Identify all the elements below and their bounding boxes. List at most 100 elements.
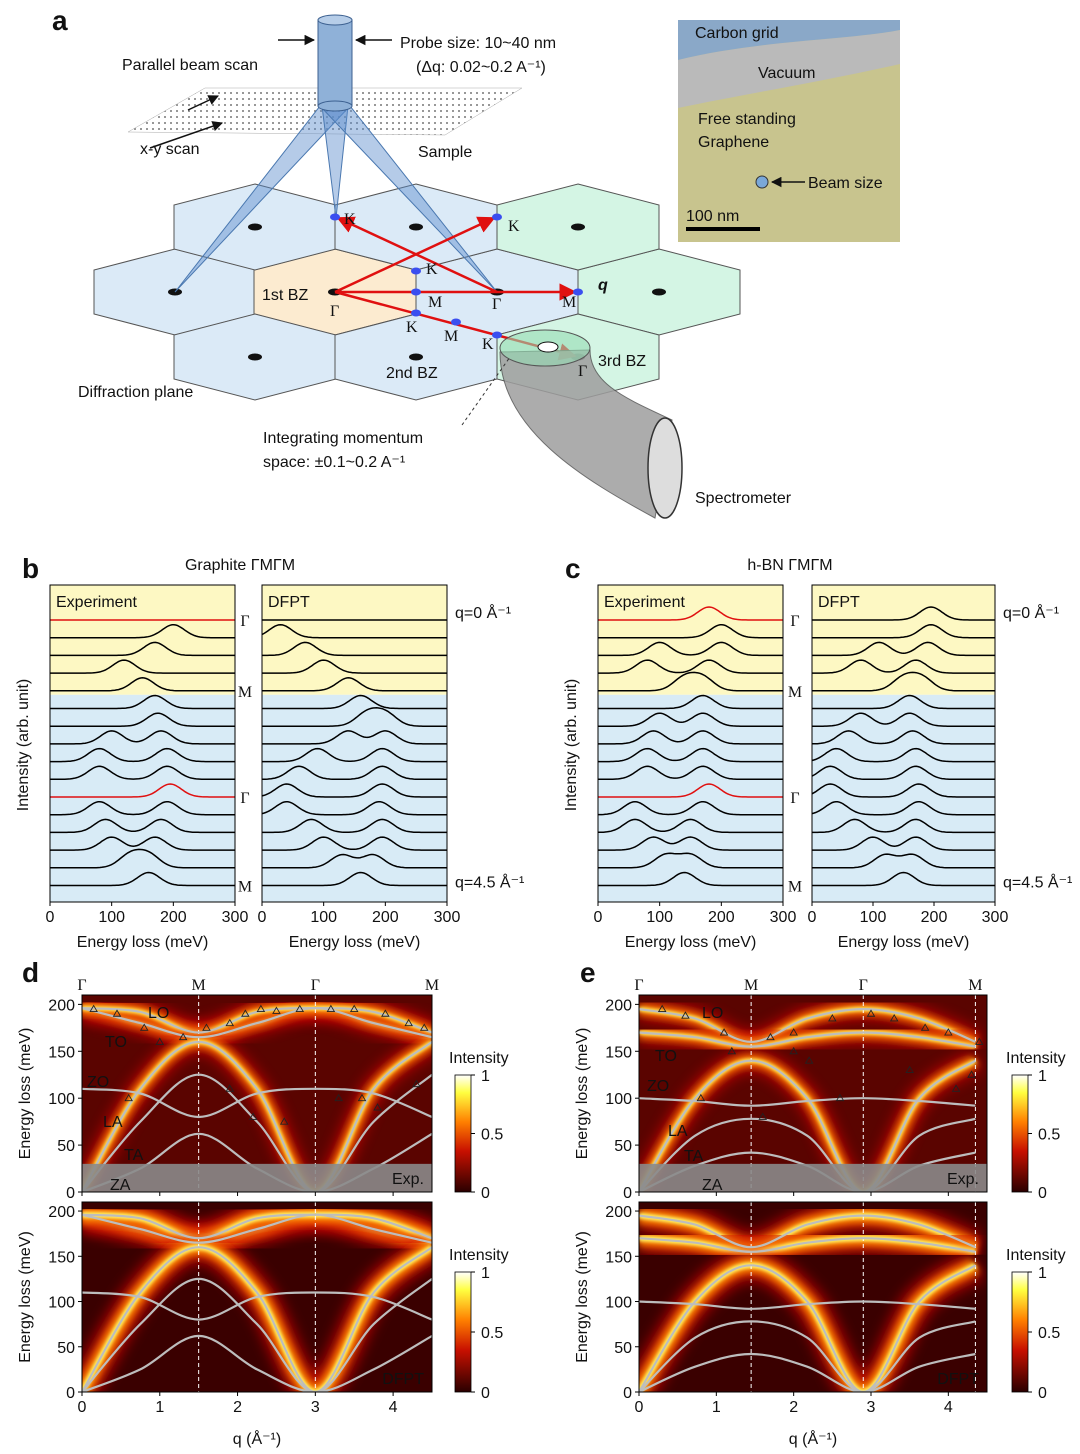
y-tick-label: 0 bbox=[623, 1385, 632, 1402]
colorbar-tick-label: 1 bbox=[481, 1068, 490, 1085]
y-axis-label: Intensity (arb. unit) bbox=[15, 679, 32, 812]
figure: a Probe size: 10~40 nm (Δq: 0.02~0.2 A⁻¹… bbox=[0, 0, 1080, 1454]
x-axis-label: Energy loss (meV) bbox=[625, 934, 757, 951]
zone-label: 2nd BZ bbox=[386, 365, 438, 382]
subplot-tag: DFPT bbox=[382, 1371, 424, 1388]
plane-label: Diffraction plane bbox=[78, 384, 193, 401]
side-label: Γ bbox=[790, 790, 799, 807]
colorbar-tick-label: 0.5 bbox=[481, 1127, 503, 1144]
gamma-point bbox=[248, 354, 262, 361]
point-label: M bbox=[562, 294, 576, 311]
chart-title: h-BN ΓMΓM bbox=[747, 557, 832, 574]
y-tick-label: 150 bbox=[48, 1249, 75, 1266]
y-tick-label: 50 bbox=[57, 1340, 75, 1357]
x-tick-label: 300 bbox=[982, 909, 1009, 926]
colorbar-tick-label: 0 bbox=[1038, 1385, 1047, 1402]
subplot-tag: Exp. bbox=[392, 1171, 424, 1188]
x-tick-label: 200 bbox=[708, 909, 735, 926]
gamma-point bbox=[409, 354, 423, 361]
colorbar-tick-label: 1 bbox=[1038, 1068, 1047, 1085]
branch-label: ZO bbox=[647, 1078, 669, 1095]
colorbar bbox=[455, 1075, 471, 1192]
top-label: Γ bbox=[859, 977, 868, 994]
colorbar-label: Intensity bbox=[449, 1247, 509, 1264]
masked-band bbox=[639, 1164, 987, 1192]
point-label: K bbox=[426, 261, 438, 278]
y-tick-label: 100 bbox=[48, 1295, 75, 1312]
colorbar-label: Intensity bbox=[449, 1050, 509, 1067]
x-tick-label: 3 bbox=[867, 1399, 876, 1416]
branch-label: TA bbox=[684, 1148, 704, 1165]
top-label: Γ bbox=[634, 977, 643, 994]
panel-label: c bbox=[565, 553, 581, 584]
side-label: Γ bbox=[240, 790, 249, 807]
q-label: q=4.5 Å⁻¹ bbox=[455, 873, 524, 892]
subplot-title: DFPT bbox=[818, 594, 860, 611]
y-tick-label: 100 bbox=[605, 1295, 632, 1312]
branch-label: LA bbox=[103, 1114, 123, 1131]
x-tick-label: 300 bbox=[434, 909, 461, 926]
point-label: K bbox=[482, 336, 494, 353]
x-tick-label: 200 bbox=[372, 909, 399, 926]
x-tick-label: 1 bbox=[712, 1399, 721, 1416]
subplot-tag: DFPT bbox=[937, 1371, 979, 1388]
x-tick-label: 200 bbox=[921, 909, 948, 926]
top-label: Γ bbox=[311, 977, 320, 994]
inset-label: Beam size bbox=[808, 175, 883, 192]
x-tick-label: 2 bbox=[233, 1399, 242, 1416]
q-label: q=0 Å⁻¹ bbox=[455, 603, 511, 622]
branch-label: TO bbox=[105, 1034, 127, 1051]
scan-label: x-y scan bbox=[140, 141, 200, 158]
y-tick-label: 0 bbox=[66, 1385, 75, 1402]
x-tick-label: 200 bbox=[160, 909, 187, 926]
y-tick-label: 200 bbox=[605, 997, 632, 1014]
chart-title: Graphite ΓMΓM bbox=[185, 557, 295, 574]
subplot-title: Experiment bbox=[56, 594, 137, 611]
inset-label: Free standing bbox=[698, 111, 796, 128]
x-tick-label: 0 bbox=[594, 909, 603, 926]
colorbar-label: Intensity bbox=[1006, 1247, 1066, 1264]
branch-label: ZA bbox=[702, 1177, 723, 1194]
colorbar bbox=[1012, 1272, 1028, 1392]
y-axis-label: Energy loss (meV) bbox=[17, 1028, 34, 1160]
y-tick-label: 50 bbox=[614, 1138, 632, 1155]
top-label: M bbox=[192, 977, 206, 994]
gamma-point bbox=[248, 224, 262, 231]
probe-size: Probe size: 10~40 nm bbox=[400, 35, 556, 52]
point-label: K bbox=[344, 211, 356, 228]
x-axis-label: q (Å⁻¹) bbox=[789, 1429, 837, 1448]
delta-q: (Δq: 0.02~0.2 A⁻¹) bbox=[416, 59, 546, 76]
zone-label: 3rd BZ bbox=[598, 353, 646, 370]
x-tick-label: 100 bbox=[860, 909, 887, 926]
integrating-label: space: ±0.1~0.2 A⁻¹ bbox=[263, 454, 405, 471]
point-label: Γ bbox=[330, 303, 339, 320]
x-tick-label: 300 bbox=[222, 909, 249, 926]
gamma-point bbox=[571, 224, 585, 231]
y-axis-label: Energy loss (meV) bbox=[574, 1231, 591, 1363]
y-tick-label: 200 bbox=[48, 997, 75, 1014]
sample-label: Sample bbox=[418, 144, 472, 161]
x-tick-label: 0 bbox=[46, 909, 55, 926]
branch-label: LA bbox=[668, 1123, 688, 1140]
colorbar-tick-label: 0.5 bbox=[1038, 1325, 1060, 1342]
top-label: M bbox=[425, 977, 439, 994]
colorbar-tick-label: 0.5 bbox=[481, 1325, 503, 1342]
colorbar-label: Intensity bbox=[1006, 1050, 1066, 1067]
x-tick-label: 2 bbox=[789, 1399, 798, 1416]
x-tick-label: 1 bbox=[155, 1399, 164, 1416]
subplot-tag: Exp. bbox=[947, 1171, 979, 1188]
point-label: M bbox=[444, 328, 458, 345]
x-axis-label: Energy loss (meV) bbox=[838, 934, 970, 951]
colorbar-tick-label: 1 bbox=[1038, 1265, 1047, 1282]
y-axis-label: Intensity (arb. unit) bbox=[563, 679, 580, 812]
point-label: Γ bbox=[578, 363, 587, 380]
panel-label: a bbox=[52, 5, 68, 36]
branch-label: TO bbox=[655, 1048, 677, 1065]
scale-bar-label: 100 nm bbox=[686, 208, 739, 225]
heatmap bbox=[639, 1202, 987, 1392]
side-label: Γ bbox=[240, 613, 249, 630]
y-tick-label: 150 bbox=[605, 1044, 632, 1061]
colorbar-tick-label: 1 bbox=[481, 1265, 490, 1282]
colorbar bbox=[1012, 1075, 1028, 1192]
side-label: M bbox=[788, 879, 802, 896]
